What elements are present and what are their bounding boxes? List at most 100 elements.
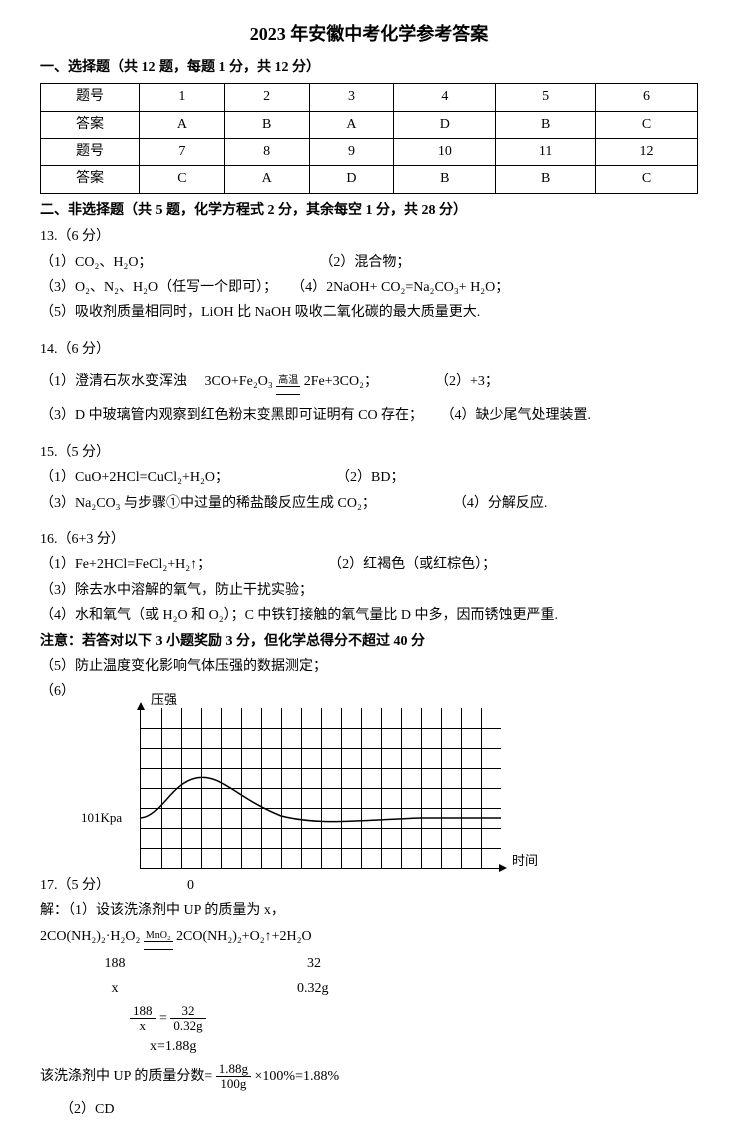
pct-label-b: ×100%=1.88% xyxy=(255,1069,340,1084)
cell: A xyxy=(224,166,309,193)
table-row: 题号 1 2 3 4 5 6 xyxy=(41,84,698,111)
cell: 9 xyxy=(309,138,394,165)
q17-solve: 解：（1）设该洗涤剂中 UP 的质量为 x， xyxy=(40,900,698,922)
q17-head-line: 17.（5 分） 0 xyxy=(40,875,698,897)
pct-num: 1.88g xyxy=(216,1062,251,1077)
frac-l-num: 188 xyxy=(130,1004,156,1019)
q15-4: （4）分解反应. xyxy=(453,496,548,511)
table-row: 答案 A B A D B C xyxy=(41,111,698,138)
cell: C xyxy=(595,111,697,138)
q13-line1: （1）CO₂、H₂O； （2）混合物； xyxy=(40,252,698,274)
cell: 5 xyxy=(496,84,596,111)
grid-line xyxy=(141,768,501,769)
page-title: 2023 年安徽中考化学参考答案 xyxy=(40,20,698,49)
frac-l-den: x xyxy=(130,1019,156,1033)
cell: A xyxy=(140,111,225,138)
section1-head: 一、选择题（共 12 题，每题 1 分，共 12 分） xyxy=(40,57,698,79)
cell: D xyxy=(309,166,394,193)
frac-r-num: 32 xyxy=(170,1004,205,1019)
q17-result: x=1.88g xyxy=(150,1036,698,1058)
q17-eq-a: 2CO(NH₂)₂·H₂O₂ xyxy=(40,929,140,944)
chart-area: 压强 101Kpa xyxy=(140,708,501,869)
q16-6: （6） xyxy=(40,681,698,703)
frac-right: 32 0.32g xyxy=(170,1004,205,1034)
var-x: x xyxy=(100,978,130,1000)
q14-4: （4）缺少尾气处理装置. xyxy=(441,408,592,423)
q16-note: 注意：若答对以下 3 小题奖励 3 分，但化学总得分不超过 40 分 xyxy=(40,631,698,653)
cell: 6 xyxy=(595,84,697,111)
cell: B xyxy=(224,111,309,138)
q13-1: （1）CO₂、H₂O； xyxy=(40,255,152,270)
q15-3: （3）Na₂CO₃ 与步骤①中过量的稀盐酸反应生成 CO₂； xyxy=(40,496,376,511)
q17-cond: MnO₂ xyxy=(144,931,173,942)
pct-frac: 1.88g 100g xyxy=(216,1062,251,1092)
q16-1: （1）Fe+2HCl=FeCl₂+H₂↑； xyxy=(40,557,211,572)
cell: C xyxy=(140,166,225,193)
cell: A xyxy=(309,111,394,138)
q16-head: 16.（6+3 分） xyxy=(40,529,698,551)
grid-line xyxy=(141,848,501,849)
cell: 10 xyxy=(394,138,496,165)
grid-line xyxy=(141,828,501,829)
cell: 3 xyxy=(309,84,394,111)
grid-line xyxy=(141,728,501,729)
q14-line1: （1）澄清石灰水变浑浊 3CO+Fe₂O₃ 高温 2Fe+3CO₂； （2）+3… xyxy=(40,371,698,395)
cell: 1 xyxy=(140,84,225,111)
q13-2: （2）混合物； xyxy=(319,255,410,270)
q16-5: （5）防止温度变化影响气体压强的数据测定； xyxy=(40,656,698,678)
frac-eq: = xyxy=(159,1011,167,1026)
q17-frac-row: 188 x = 32 0.32g xyxy=(130,1004,698,1034)
grid-line xyxy=(141,788,501,789)
q13-3: （3）O₂、N₂、H₂O（任写一个即可）； xyxy=(40,280,277,295)
q17-head: 17.（5 分） xyxy=(40,878,110,893)
row-label: 答案 xyxy=(41,166,140,193)
q13-5: （5）吸收剂质量相同时，LiOH 比 NaOH 吸收二氧化碳的最大质量更大. xyxy=(40,302,698,324)
q15-line1: （1）CuO+2HCl=CuCl₂+H₂O； （2）BD； xyxy=(40,467,698,489)
q15-2: （2）BD； xyxy=(336,470,404,485)
q14-3: （3）D 中玻璃管内观察到红色粉末变黑即可证明有 CO 存在； xyxy=(40,408,423,423)
section2-head: 二、非选择题（共 5 题，化学方程式 2 分，其余每空 1 分，共 28 分） xyxy=(40,200,698,222)
q16-2: （2）红褐色（或红棕色）； xyxy=(328,557,496,572)
row-label: 答案 xyxy=(41,111,140,138)
q14-1c: 2Fe+3CO₂； xyxy=(304,374,378,389)
x-axis-label: 时间 xyxy=(512,851,598,872)
frac-left: 188 x xyxy=(130,1004,156,1034)
q17-pct: 该洗涤剂中 UP 的质量分数= 1.88g 100g ×100%=1.88% xyxy=(40,1062,698,1092)
cell: 11 xyxy=(496,138,596,165)
q13-line2: （3）O₂、N₂、H₂O（任写一个即可）； （4）2NaOH+ CO₂=Na₂C… xyxy=(40,277,698,299)
q13-4: （4）2NaOH+ CO₂=Na₂CO₃+ H₂O； xyxy=(291,280,509,295)
cell: 12 xyxy=(595,138,697,165)
grid-line xyxy=(141,808,501,809)
row-label: 题号 xyxy=(41,138,140,165)
mass-188: 188 xyxy=(100,953,130,975)
cell: B xyxy=(394,166,496,193)
pct-label-a: 该洗涤剂中 UP 的质量分数= xyxy=(40,1069,212,1084)
q17-2: （2）CD xyxy=(60,1099,698,1121)
q14-2: （2）+3； xyxy=(435,374,499,389)
row-label: 题号 xyxy=(41,84,140,111)
q14-line2: （3）D 中玻璃管内观察到红色粉末变黑即可证明有 CO 存在； （4）缺少尾气处… xyxy=(40,405,698,427)
cell: B xyxy=(496,111,596,138)
q16-line1: （1）Fe+2HCl=FeCl₂+H₂↑； （2）红褐色（或红棕色）； xyxy=(40,554,698,576)
q17-eq-b: 2CO(NH₂)₂+O₂↑+2H₂O xyxy=(176,929,312,944)
pressure-chart: 压强 101Kpa 时间 xyxy=(140,708,560,869)
q17-mass-row: 188 32 xyxy=(100,953,698,975)
q14-cond: 高温 xyxy=(276,376,300,387)
q15-1: （1）CuO+2HCl=CuCl₂+H₂O； xyxy=(40,470,229,485)
mass-32: 32 xyxy=(307,956,321,971)
q15-line2: （3）Na₂CO₃ 与步骤①中过量的稀盐酸反应生成 CO₂； （4）分解反应. xyxy=(40,493,698,515)
cell: 7 xyxy=(140,138,225,165)
table-row: 答案 C A D B B C xyxy=(41,166,698,193)
cell: 2 xyxy=(224,84,309,111)
pct-den: 100g xyxy=(216,1077,251,1091)
q14-1a: （1）澄清石灰水变浑浊 xyxy=(40,374,187,389)
chart-zero: 0 xyxy=(187,878,194,893)
q16-3: （3）除去水中溶解的氧气，防止干扰实验； xyxy=(40,580,698,602)
frac-r-den: 0.32g xyxy=(170,1019,205,1033)
cell: B xyxy=(496,166,596,193)
q14-head: 14.（6 分） xyxy=(40,339,698,361)
cell: 8 xyxy=(224,138,309,165)
q14-1b: 3CO+Fe₂O₃ xyxy=(205,374,273,389)
q17-var-row: x 0.32g xyxy=(100,978,698,1000)
cell: D xyxy=(394,111,496,138)
